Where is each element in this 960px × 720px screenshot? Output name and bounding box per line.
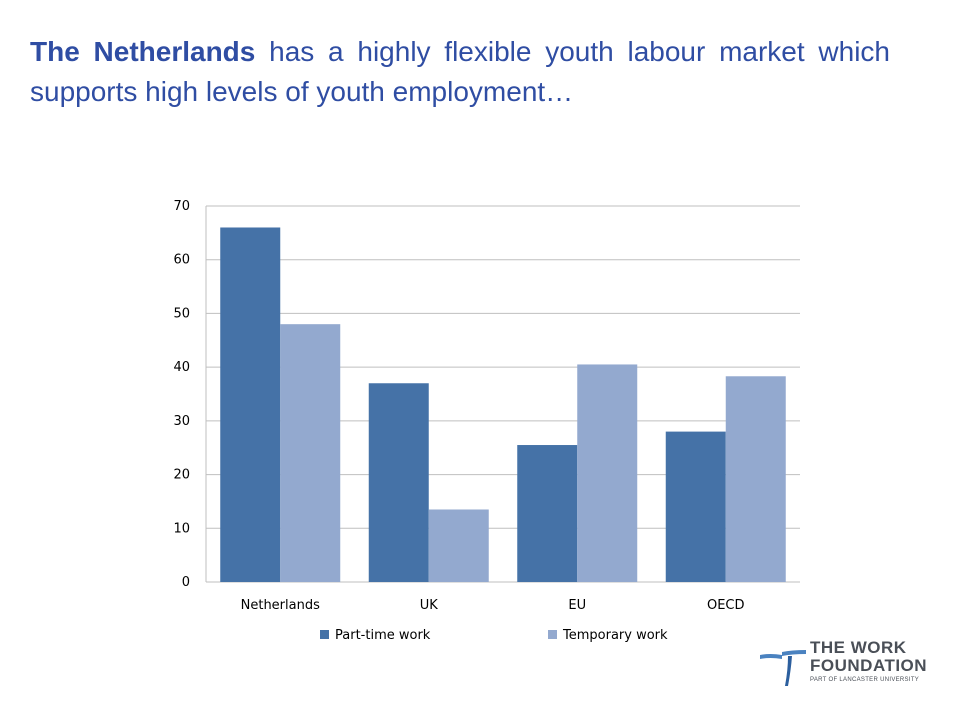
- legend-label: Temporary work: [562, 628, 668, 643]
- bar-temporary-netherlands: [280, 324, 341, 582]
- legend-swatch: [320, 630, 329, 639]
- x-axis-labels: Netherlands UK EU OECD: [241, 598, 745, 613]
- y-tick-label: 40: [173, 360, 190, 375]
- y-axis-ticks: 0 10 20 30 40 50 60 70: [173, 199, 190, 590]
- work-foundation-logo: THE WORK FOUNDATION PART OF LANCASTER UN…: [758, 638, 928, 690]
- bar-temporary-uk: [428, 509, 489, 582]
- slide-title: The Netherlands has a highly flexible yo…: [30, 32, 890, 112]
- x-tick-label: Netherlands: [241, 598, 320, 613]
- title-highlight: The Netherlands: [30, 36, 256, 67]
- logo-subtitle: PART OF LANCASTER UNIVERSITY: [810, 677, 920, 683]
- bar-part-time-eu: [517, 445, 578, 582]
- legend-label: Part-time work: [335, 628, 431, 643]
- x-tick-label: UK: [420, 598, 439, 613]
- bar-temporary-eu: [577, 364, 638, 582]
- y-tick-label: 60: [173, 253, 190, 268]
- bars: [220, 227, 786, 582]
- logo-mark-icon: [760, 650, 806, 686]
- logo-text-line2: FOUNDATION: [810, 656, 928, 675]
- y-tick-label: 10: [173, 521, 190, 536]
- bar-part-time-uk: [368, 383, 429, 582]
- bar-part-time-oecd: [665, 431, 726, 582]
- bar-temporary-oecd: [725, 376, 786, 582]
- y-tick-label: 20: [173, 468, 190, 483]
- legend-swatch: [548, 630, 557, 639]
- x-tick-label: OECD: [707, 598, 745, 613]
- y-tick-label: 70: [173, 199, 190, 214]
- logo-text-line1: THE WORK: [810, 638, 907, 657]
- y-tick-label: 0: [182, 575, 190, 590]
- y-tick-label: 30: [173, 414, 190, 429]
- y-tick-label: 50: [173, 306, 190, 321]
- legend: Part-time work Temporary work: [320, 628, 668, 643]
- x-tick-label: EU: [568, 598, 586, 613]
- title-rest: has a highly flexible youth labour marke…: [30, 36, 890, 107]
- bar-part-time-netherlands: [220, 227, 281, 582]
